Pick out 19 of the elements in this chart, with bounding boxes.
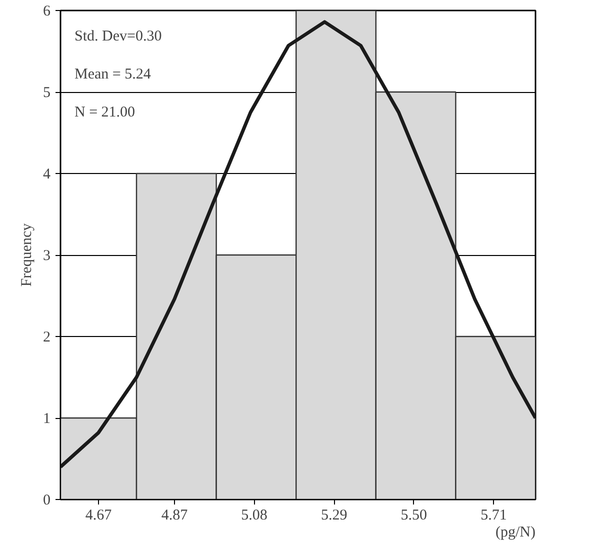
x-tick-label: 4.67 — [85, 508, 112, 524]
y-tick-label: 0 — [43, 492, 50, 508]
x-tick-label: 4.87 — [161, 508, 188, 524]
annotation: Std. Dev=0.30 — [74, 28, 162, 44]
line-series — [60, 20, 536, 469]
y-tick-label: 2 — [43, 330, 50, 346]
x-tick-label: 5.08 — [241, 508, 268, 524]
annotation: N = 21.00 — [74, 104, 136, 120]
y-tick-label: 5 — [43, 85, 50, 101]
x-tick-label: 5.50 — [400, 508, 428, 524]
y-tick-label: 1 — [43, 411, 50, 427]
y-tick-label: 6 — [43, 4, 51, 20]
x-tick-label: 5.71 — [480, 508, 507, 524]
y-tick-label: 3 — [43, 248, 50, 264]
y-axis-title: Frequency — [19, 222, 35, 287]
y-tick-label: 4 — [43, 166, 51, 182]
x-tick-label: 5.29 — [320, 508, 348, 524]
x-axis-title: (pg/N) — [496, 524, 536, 540]
annotation: Mean = 5.24 — [74, 66, 152, 82]
